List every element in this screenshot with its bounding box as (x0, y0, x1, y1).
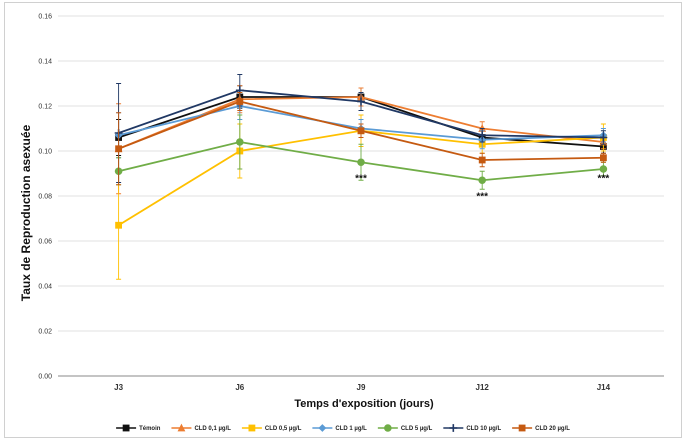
legend-label: CLD 0,1 µg/L (194, 426, 231, 432)
x-tick-labels: J3 J6 J9 J12 J14 (114, 383, 610, 392)
legend-item: CLD 10 µg/L (443, 424, 501, 432)
data-point (357, 158, 365, 167)
y-tick-label: 0.02 (38, 329, 52, 336)
x-tick-label: J6 (235, 383, 244, 392)
data-point (599, 133, 608, 142)
series-group (114, 74, 608, 280)
legend-marker (318, 424, 327, 432)
series-2 (115, 114, 607, 280)
legend-marker (177, 423, 186, 432)
x-tick-label: J3 (114, 383, 123, 392)
y-tick-label: 0.12 (38, 104, 52, 111)
legend-label: CLD 10 µg/L (466, 426, 501, 432)
legend-label: CLD 0,5 µg/L (265, 426, 302, 432)
y-tick-label: 0.14 (38, 59, 52, 66)
data-point (236, 138, 244, 146)
significance-annotation: *** (598, 173, 610, 184)
x-tick-label: J9 (357, 383, 366, 392)
x-tick-label: J12 (476, 383, 490, 392)
y-tick-label: 0.00 (38, 374, 52, 381)
significance-annotation: *** (476, 191, 488, 202)
y-axis-title: Taux de Reproduction asexuée (19, 124, 33, 301)
legend-item: CLD 5 µg/L (377, 424, 433, 432)
data-point (115, 145, 122, 153)
series-4 (114, 114, 608, 190)
data-point (357, 127, 365, 135)
data-point (478, 124, 487, 132)
y-tick-label: 0.08 (38, 194, 52, 201)
y-tick-label: 0.04 (38, 284, 52, 291)
y-tick-label: 0.06 (38, 239, 52, 246)
x-axis-title: Temps d'exposition (jours) (294, 398, 434, 410)
data-point (478, 131, 487, 140)
legend-label: CLD 20 µg/L (535, 426, 570, 432)
series-6 (115, 92, 607, 186)
data-point (478, 156, 486, 164)
significance-annotation: *** (355, 173, 367, 184)
data-point (599, 165, 608, 173)
data-point (115, 221, 122, 229)
data-point (478, 176, 487, 185)
y-tick-label: 0.10 (38, 149, 52, 156)
x-tick-label: J14 (597, 383, 611, 392)
legend-marker (518, 424, 526, 432)
data-point (236, 98, 244, 105)
legend-item: CLD 1 µg/L (312, 424, 367, 432)
legend-label: Témoin (139, 426, 161, 432)
legend-marker (384, 424, 392, 432)
legend: Témoin CLD 0,1 µg/L CLD 0,5 µg/L CLD 1 µg/L… (116, 423, 570, 432)
legend-marker (248, 424, 256, 432)
legend-item: CLD 0,1 µg/L (171, 423, 231, 432)
legend-item: CLD 20 µg/L (512, 424, 570, 432)
legend-marker (122, 424, 130, 432)
legend-item: CLD 0,5 µg/L (241, 424, 302, 432)
legend-label: CLD 5 µg/L (401, 426, 433, 432)
legend-marker (449, 424, 458, 432)
chart-frame (4, 2, 682, 438)
y-tick-labels: 0.00 0.02 0.04 0.06 0.08 0.10 0.12 0.14 0.16 (38, 14, 52, 381)
significance-annotations: *** *** *** (355, 173, 609, 202)
legend-label: CLD 1 µg/L (335, 426, 367, 432)
data-point (600, 154, 607, 162)
data-point (357, 97, 365, 106)
legend-item: Témoin (116, 424, 161, 432)
series-5 (114, 74, 608, 183)
gridlines (58, 15, 664, 377)
y-tick-label: 0.16 (38, 14, 52, 21)
